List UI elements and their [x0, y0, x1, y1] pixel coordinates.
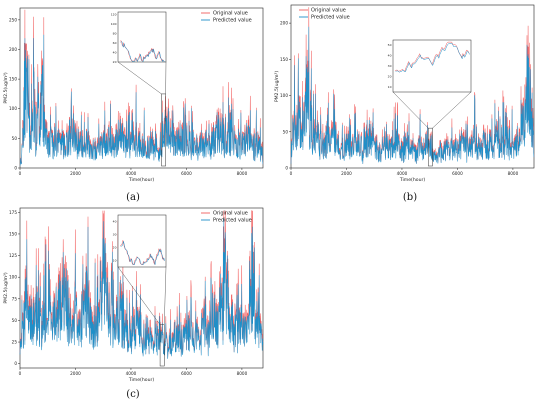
- inset-y-tick-label: 40: [388, 54, 392, 58]
- x-tick-label: 6000: [181, 171, 192, 176]
- y-tick-label: 75: [12, 296, 18, 301]
- y-tick-label: 100: [9, 106, 17, 111]
- inset-predicted-line: [120, 241, 165, 266]
- y-axis-label: PM2.5(ug/m³): [3, 272, 9, 304]
- inset-frame: [117, 11, 167, 63]
- inset-y-tick-label: 50: [388, 43, 392, 47]
- y-tick-label: 100: [280, 93, 288, 98]
- legend-label: Predicted value: [311, 15, 350, 21]
- inset-predicted-line: [395, 43, 470, 73]
- y-tick-label: 0: [14, 166, 17, 171]
- zoom-region-box: [161, 93, 166, 167]
- y-tick-label: 50: [12, 318, 18, 323]
- x-axis-label: Time(hour): [128, 177, 155, 183]
- y-tick-label: 200: [9, 47, 17, 52]
- inset-y-tick-label: 30: [113, 233, 117, 237]
- zoom-region-box: [159, 324, 165, 367]
- x-tick-label: 0: [19, 371, 22, 376]
- x-tick-label: 2000: [341, 171, 352, 176]
- x-tick-label: 6000: [181, 371, 192, 376]
- inset-y-tick-label: 30: [388, 64, 392, 68]
- inset-y-tick-label: 80: [113, 31, 117, 35]
- x-tick-label: 0: [19, 171, 22, 176]
- y-axis-label: PM2.5(ug/m³): [3, 72, 9, 104]
- panel-caption: (b): [403, 192, 417, 203]
- zoom-connector: [117, 266, 161, 325]
- x-tick-label: 2000: [70, 371, 81, 376]
- inset-frame: [117, 214, 167, 268]
- x-axis-label: Time(hour): [128, 377, 155, 383]
- zoom-region-box: [428, 127, 433, 167]
- zoom-connector: [164, 266, 167, 325]
- inset-y-tick-label: 20: [388, 74, 392, 78]
- x-axis-label: Time(hour): [399, 177, 426, 183]
- legend-label: Predicted value: [213, 218, 252, 224]
- y-tick-label: 150: [280, 57, 288, 62]
- panel-caption: (c): [126, 389, 140, 400]
- y-tick-label: 25: [12, 340, 18, 345]
- panel-caption: (a): [126, 192, 140, 203]
- chart-panel-1: 0 2000 4000 6000 8000 0 50 100 150 200 250 Time(hou…: [3, 7, 264, 183]
- y-tick-label: 0: [285, 166, 288, 171]
- y-tick-label: 0: [14, 361, 17, 366]
- x-tick-label: 8000: [237, 171, 248, 176]
- y-tick-label: 250: [9, 17, 17, 22]
- y-tick-label: 100: [9, 275, 17, 280]
- y-tick-label: 50: [283, 129, 289, 134]
- x-tick-label: 4000: [126, 171, 137, 176]
- y-tick-label: 175: [9, 210, 17, 215]
- inset-y-tick-label: 40: [113, 220, 117, 224]
- inset-y-tick-label: 100: [111, 22, 117, 26]
- zoom-connector: [432, 91, 472, 129]
- series-predicted-line: [19, 218, 264, 359]
- series-predicted-line: [19, 34, 264, 166]
- chart-panel-2: 0 2000 4000 6000 8000 0 50 100 150 200 Time(hour) P…: [274, 4, 535, 183]
- x-tick-label: 0: [290, 171, 293, 176]
- zoom-connector: [392, 91, 429, 129]
- inset-y-tick-label: 10: [113, 259, 117, 263]
- y-tick-label: 50: [12, 136, 18, 141]
- x-tick-label: 4000: [397, 171, 408, 176]
- x-tick-label: 8000: [508, 171, 519, 176]
- inset-y-tick-label: 60: [113, 41, 117, 45]
- legend-label: Predicted value: [213, 18, 252, 24]
- x-tick-label: 4000: [126, 371, 137, 376]
- y-tick-label: 200: [280, 21, 288, 26]
- x-tick-label: 6000: [452, 171, 463, 176]
- inset-original-line: [119, 240, 165, 266]
- inset-y-tick-label: 10: [388, 85, 392, 89]
- inset-y-tick-label: 120: [111, 12, 117, 16]
- legend-label: Original value: [213, 11, 248, 17]
- y-axis-label: PM2.5(ug/m³): [274, 71, 280, 103]
- inset-y-tick-label: 20: [113, 246, 117, 250]
- x-tick-label: 2000: [70, 171, 81, 176]
- zoom-connector: [117, 61, 162, 95]
- legend-label: Original value: [311, 8, 346, 14]
- chart-panel-3: 0 2000 4000 6000 8000 0 25 50 75 100 125 150 175 Time…: [3, 207, 264, 383]
- x-tick-label: 8000: [237, 371, 248, 376]
- legend-label: Original value: [213, 211, 248, 217]
- y-tick-label: 125: [9, 253, 17, 258]
- series-predicted-line: [290, 26, 535, 164]
- y-tick-label: 150: [9, 77, 17, 82]
- y-tick-label: 150: [9, 231, 17, 236]
- inset-y-tick-label: 20: [113, 60, 117, 64]
- inset-predicted-line: [120, 41, 165, 63]
- inset-frame: [392, 39, 472, 93]
- inset-y-tick-label: 40: [113, 50, 117, 54]
